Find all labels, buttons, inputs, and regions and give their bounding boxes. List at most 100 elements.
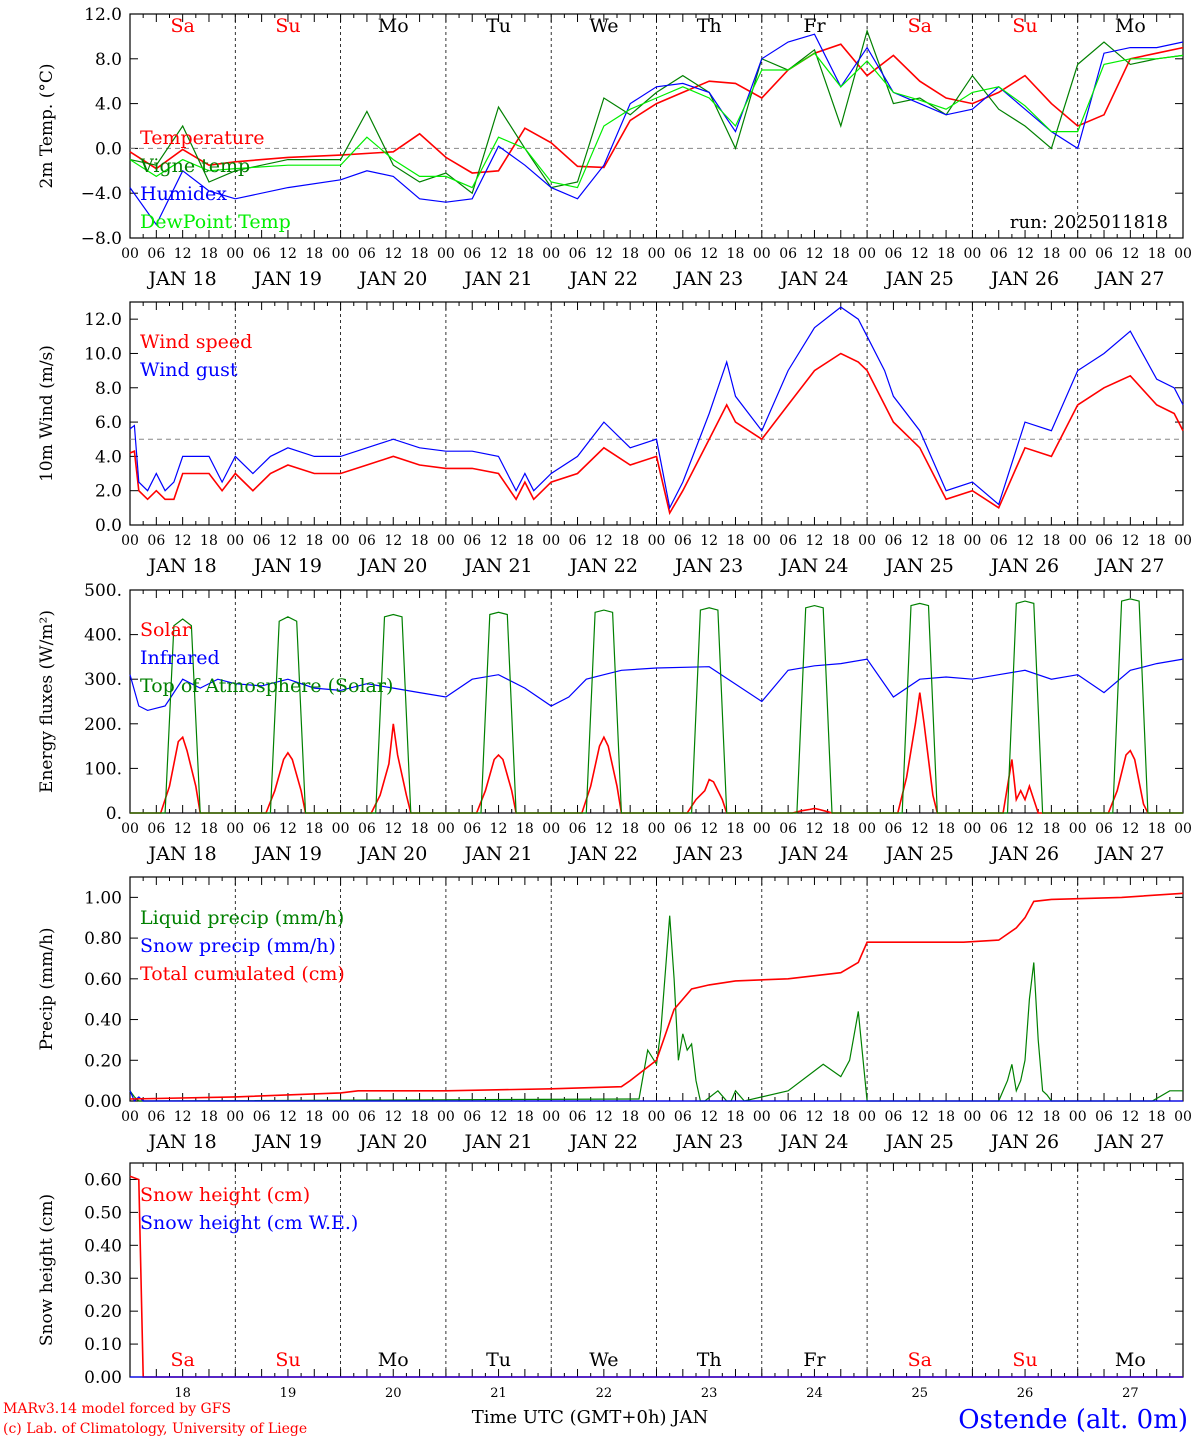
weekday-label: Sa xyxy=(170,1349,194,1371)
weekday-label: Fr xyxy=(803,1349,826,1371)
series-line-wind-speed xyxy=(129,352,1184,516)
hour-label: 06 xyxy=(779,246,797,262)
hour-label: 18 xyxy=(305,821,323,837)
y-tick-label: 12.0 xyxy=(84,310,122,330)
hour-label: 12 xyxy=(911,1109,929,1125)
y-tick-label: 0.50 xyxy=(84,1203,122,1223)
hour-label: 00 xyxy=(753,821,771,837)
hour-label: 18 xyxy=(1042,821,1060,837)
y-tick-label: 4.0 xyxy=(95,447,122,467)
hour-label: 06 xyxy=(569,246,587,262)
hour-label: 06 xyxy=(779,1109,797,1125)
series-line-vigne-temp xyxy=(129,28,1184,195)
hour-label: 06 xyxy=(147,246,165,262)
day-number-label: 18 xyxy=(174,1386,191,1401)
date-label: JAN 23 xyxy=(673,268,743,290)
hour-label: 00 xyxy=(648,246,666,262)
legend-entry: Top of Atmosphere (Solar) xyxy=(140,675,393,697)
hour-label: 12 xyxy=(279,821,297,837)
y-tick-label: 0.60 xyxy=(84,970,122,990)
hour-label: 18 xyxy=(411,246,429,262)
hour-label: 06 xyxy=(569,1109,587,1125)
y-tick-label: 0. xyxy=(106,804,122,824)
hour-label: 06 xyxy=(463,821,481,837)
y-tick-label: 0.0 xyxy=(95,139,122,159)
panel-1: 12.0 8.0 4.0 0.0 −4.0 −8.0 2m Temp. (°C) Temper… xyxy=(37,5,1192,290)
run-annotation: run: 2025011818 xyxy=(1010,212,1168,233)
footer-lab-line: (c) Lab. of Climatology, University of L… xyxy=(3,1421,307,1437)
hour-label: 12 xyxy=(700,1109,718,1125)
hour-label: 00 xyxy=(753,533,771,549)
y-tick-label: 500. xyxy=(84,581,122,601)
legend-entry: Liquid precip (mm/h) xyxy=(140,907,344,929)
hour-label: 18 xyxy=(727,821,745,837)
hour-label: 12 xyxy=(700,533,718,549)
hour-label: 00 xyxy=(437,246,455,262)
y-tick-label: 400. xyxy=(84,626,122,646)
hour-label: 06 xyxy=(358,533,376,549)
hour-label: 12 xyxy=(384,821,402,837)
date-label: JAN 24 xyxy=(778,555,848,577)
hour-label: 18 xyxy=(200,533,218,549)
date-label: JAN 20 xyxy=(357,555,427,577)
hour-label: 12 xyxy=(490,821,508,837)
hour-label: 12 xyxy=(490,533,508,549)
hour-label: 12 xyxy=(806,246,824,262)
hour-label: 12 xyxy=(490,1109,508,1125)
date-label: JAN 21 xyxy=(462,268,532,290)
hour-label: 06 xyxy=(779,533,797,549)
day-number-label: 26 xyxy=(1017,1386,1034,1401)
hour-label: 06 xyxy=(674,533,692,549)
date-label: JAN 19 xyxy=(252,1131,322,1153)
hour-label: 00 xyxy=(858,246,876,262)
hour-label: 18 xyxy=(305,1109,323,1125)
weekday-label: Tu xyxy=(486,1349,511,1371)
hour-label: 18 xyxy=(516,1109,534,1125)
series-line-infrared xyxy=(129,658,1184,712)
hour-label: 18 xyxy=(937,821,955,837)
hour-label: 12 xyxy=(490,246,508,262)
weekday-label: Mo xyxy=(378,1349,409,1371)
date-label: JAN 26 xyxy=(989,268,1059,290)
hour-label: 12 xyxy=(911,533,929,549)
hour-label: 18 xyxy=(832,533,850,549)
hour-label: 06 xyxy=(885,246,903,262)
hour-label: 00 xyxy=(1174,246,1192,262)
series-line-top-of-atmosphere-solar- xyxy=(130,598,1183,814)
hour-label: 12 xyxy=(911,246,929,262)
hour-label: 12 xyxy=(1016,533,1034,549)
y-tick-label: 10.0 xyxy=(84,344,122,364)
legend-entry: Solar xyxy=(140,619,192,641)
hour-label: 12 xyxy=(384,1109,402,1125)
day-number-label: 19 xyxy=(280,1386,297,1401)
hour-label: 06 xyxy=(674,821,692,837)
hour-label: 06 xyxy=(779,821,797,837)
hour-label: 06 xyxy=(885,821,903,837)
y-tick-label: 0.40 xyxy=(84,1236,122,1256)
hour-label: 06 xyxy=(463,246,481,262)
date-label: JAN 23 xyxy=(673,1131,743,1153)
hour-label: 12 xyxy=(595,821,613,837)
date-label: JAN 27 xyxy=(1094,268,1164,290)
hour-label: 00 xyxy=(226,821,244,837)
y-axis-label: Energy fluxes (W/m²) xyxy=(37,610,57,793)
hour-label: 18 xyxy=(621,1109,639,1125)
legend-entry: Humidex xyxy=(140,183,227,205)
hour-label: 06 xyxy=(358,1109,376,1125)
hour-label: 18 xyxy=(727,1109,745,1125)
hour-label: 18 xyxy=(937,246,955,262)
y-tick-label: 0.10 xyxy=(84,1335,122,1355)
hour-label: 18 xyxy=(1148,533,1166,549)
y-tick-label: 0.00 xyxy=(84,1092,122,1112)
y-tick-label: 0.40 xyxy=(84,1011,122,1031)
weekday-label: Th xyxy=(697,15,722,37)
hour-label: 12 xyxy=(1121,246,1139,262)
hour-label: 00 xyxy=(1069,1109,1087,1125)
hour-label: 00 xyxy=(542,533,560,549)
hour-label: 12 xyxy=(700,821,718,837)
y-tick-label: 6.0 xyxy=(95,413,122,433)
hour-label: 00 xyxy=(542,1109,560,1125)
date-label: JAN 21 xyxy=(462,555,532,577)
hour-label: 06 xyxy=(569,821,587,837)
